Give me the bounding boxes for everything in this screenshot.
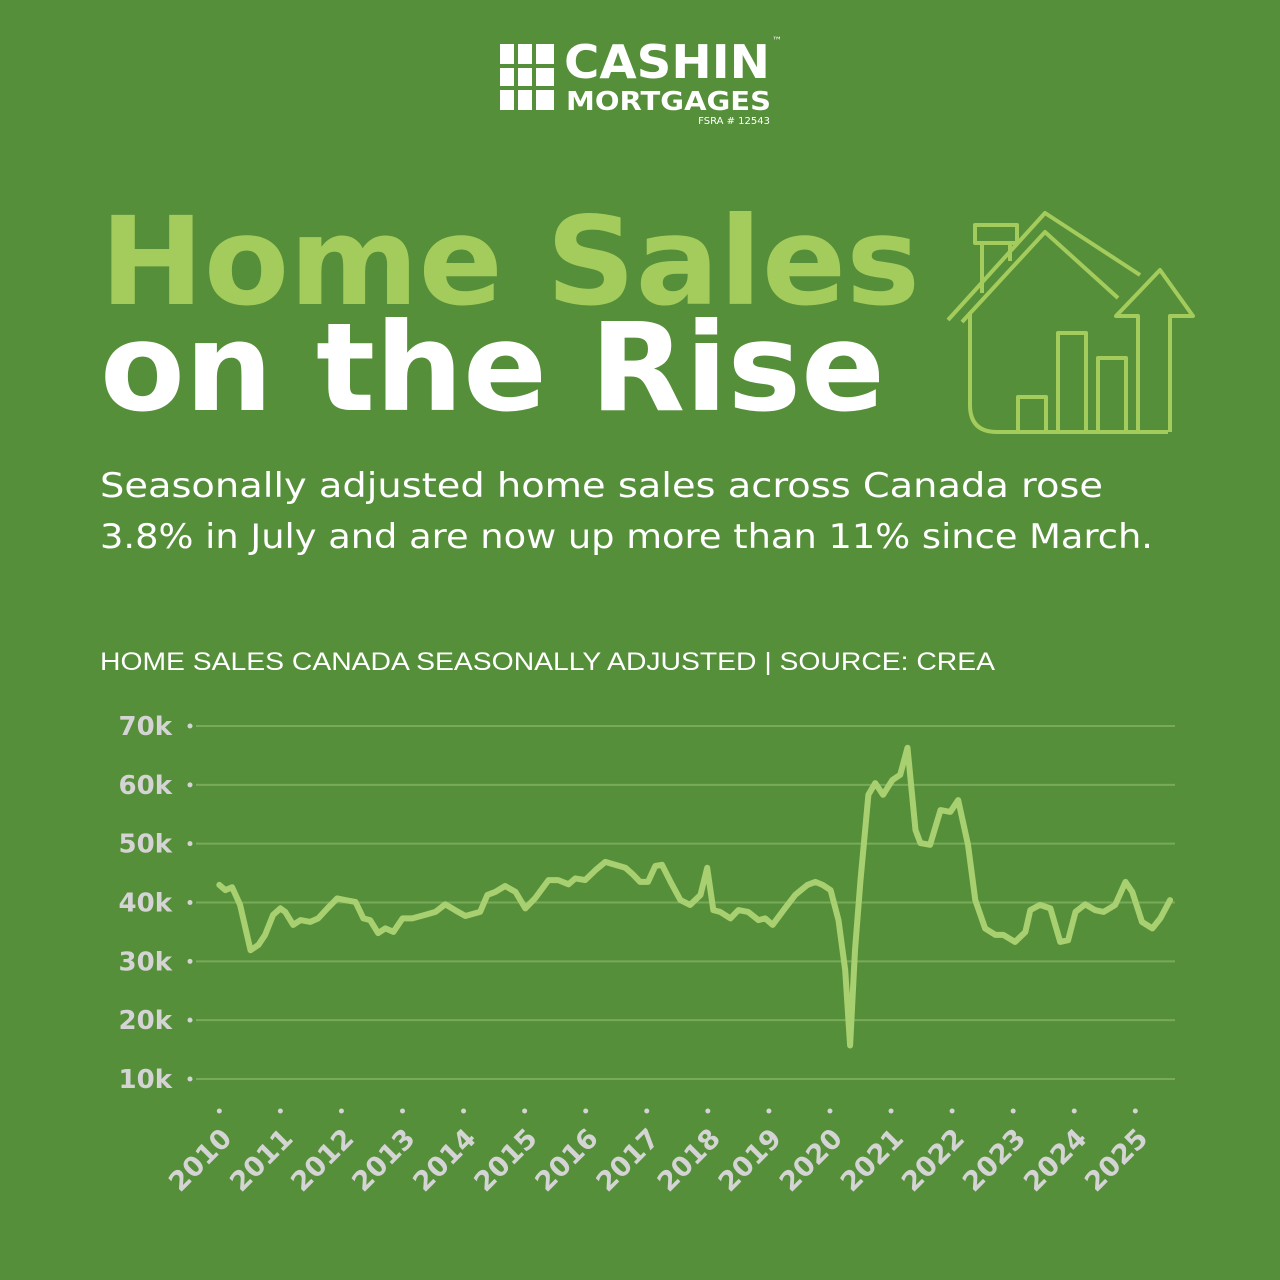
x-tick-mark	[888, 1108, 894, 1114]
x-tick-mark	[766, 1108, 772, 1114]
y-tick-label: 20k	[119, 1006, 173, 1036]
y-tick-mark	[187, 782, 193, 788]
y-tick-label: 70k	[119, 712, 173, 742]
x-tick-mark	[1010, 1108, 1016, 1114]
x-tick-mark	[644, 1108, 650, 1114]
x-tick-mark	[827, 1108, 833, 1114]
y-tick-label: 40k	[119, 889, 173, 919]
x-tick-mark	[1132, 1108, 1138, 1114]
headline: on the Rise	[100, 297, 885, 439]
house-icon	[946, 211, 1195, 434]
x-tick-mark	[705, 1108, 711, 1114]
logo-license: FSRA # 12543	[698, 116, 770, 127]
x-tick-mark	[277, 1108, 283, 1114]
y-tick-label: 10k	[119, 1065, 173, 1095]
y-tick-mark	[187, 1017, 193, 1023]
y-tick-mark	[187, 900, 193, 905]
x-tick-mark	[338, 1108, 344, 1114]
chart-title: HOME SALES CANADA SEASONALLY ADJUSTED | …	[100, 648, 995, 676]
logo-icon	[500, 44, 554, 110]
description: 3.8% in July and are now up more than 11…	[100, 517, 1153, 557]
logo-trademark: ™	[772, 36, 782, 47]
data-line	[216, 744, 1174, 1049]
headline: Home Sales	[100, 191, 920, 333]
x-tick-mark	[216, 1108, 222, 1114]
x-tick-mark	[583, 1108, 589, 1114]
y-tick-label: 50k	[119, 830, 173, 860]
y-tick-mark	[187, 958, 193, 964]
y-tick-mark	[187, 723, 193, 729]
x-tick-mark	[1071, 1108, 1077, 1114]
x-tick-mark	[461, 1108, 467, 1114]
logo-sub: MORTGAGES	[566, 87, 771, 117]
description: Seasonally adjusted home sales across Ca…	[100, 466, 1103, 506]
y-tick-label: 30k	[119, 947, 173, 977]
logo-name: CASHIN	[564, 35, 770, 89]
x-tick-mark	[522, 1108, 528, 1114]
y-tick-mark	[187, 1076, 193, 1082]
y-tick-label: 60k	[119, 771, 173, 801]
x-tick-mark	[400, 1108, 406, 1114]
y-tick-mark	[187, 841, 193, 847]
x-tick-mark	[949, 1108, 955, 1114]
